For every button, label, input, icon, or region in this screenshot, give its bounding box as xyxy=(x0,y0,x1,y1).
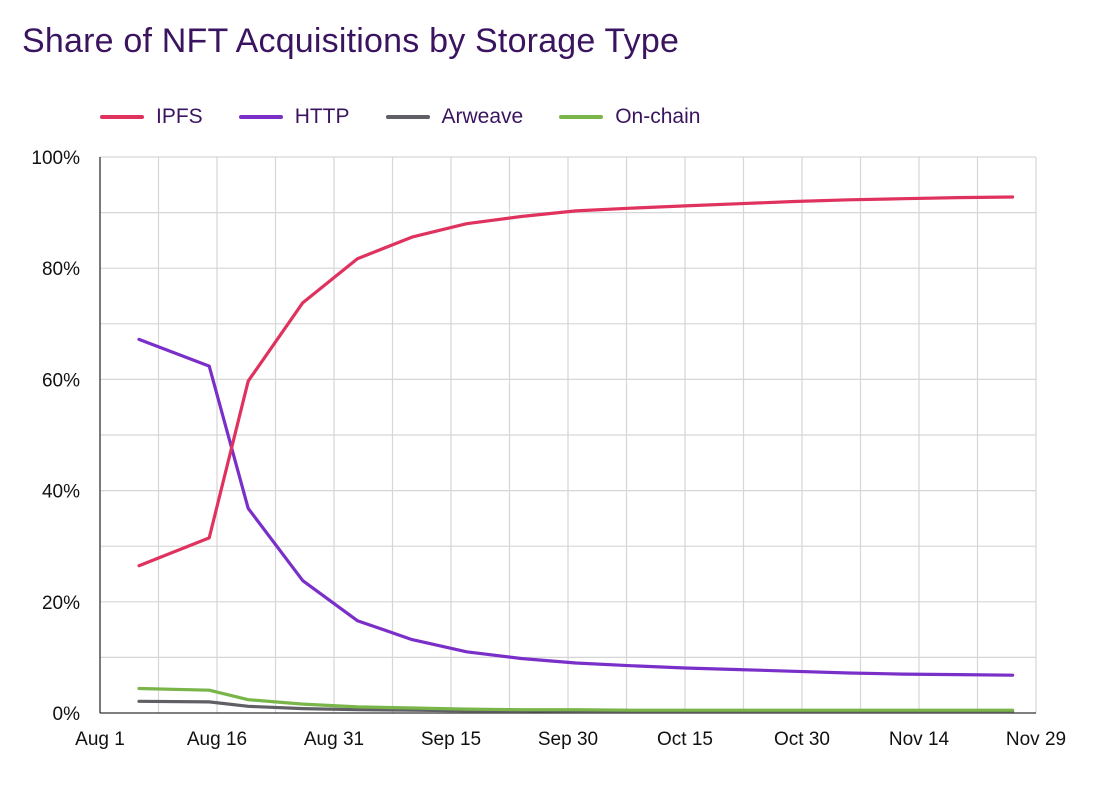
series-lines xyxy=(137,195,1015,713)
y-tick-label: 100% xyxy=(31,148,80,169)
y-tick-label: 80% xyxy=(42,259,80,280)
legend-label: HTTP xyxy=(294,105,350,128)
x-tick-label: Sep 30 xyxy=(538,729,598,750)
series-line-http xyxy=(137,337,1015,677)
y-tick-label: 60% xyxy=(42,370,80,391)
x-tick-label: Nov 14 xyxy=(889,729,950,750)
legend-item-http: HTTP xyxy=(238,105,350,129)
legend-swatch xyxy=(559,115,604,119)
grid-lines xyxy=(100,156,1037,713)
tick-labels: 0% 20% 40% 60% 80% 100% Aug 1 Aug 16 Aug 31 Sep 1… xyxy=(31,148,1066,750)
series-line-on-chain xyxy=(137,686,1015,712)
x-tick-label: Oct 15 xyxy=(657,729,713,750)
series-line-ipfs xyxy=(137,195,1015,568)
x-tick-label: Aug 31 xyxy=(304,729,364,750)
axes xyxy=(99,157,1036,714)
x-tick-label: Oct 30 xyxy=(774,729,830,750)
legend: IPFS HTTP Arweave On-chain xyxy=(100,104,736,130)
chart-title: Share of NFT Acquisitions by Storage Typ… xyxy=(22,22,680,60)
y-tick-label: 0% xyxy=(53,704,81,725)
legend-item-arweave: Arweave xyxy=(385,105,524,129)
legend-item-on-chain: On-chain xyxy=(559,105,700,129)
legend-swatch xyxy=(385,115,430,119)
legend-label: Arweave xyxy=(441,105,524,128)
x-tick-label: Nov 29 xyxy=(1006,729,1066,750)
legend-swatch xyxy=(100,115,144,119)
x-tick-label: Sep 15 xyxy=(421,729,481,750)
y-tick-label: 20% xyxy=(42,593,80,614)
x-tick-label: Aug 1 xyxy=(75,729,125,750)
legend-label: On-chain xyxy=(615,105,701,128)
legend-label: IPFS xyxy=(156,105,203,128)
legend-item-ipfs: IPFS xyxy=(100,105,203,129)
legend-swatch xyxy=(238,115,283,119)
x-tick-label: Aug 16 xyxy=(187,729,247,750)
y-tick-label: 40% xyxy=(42,482,80,503)
